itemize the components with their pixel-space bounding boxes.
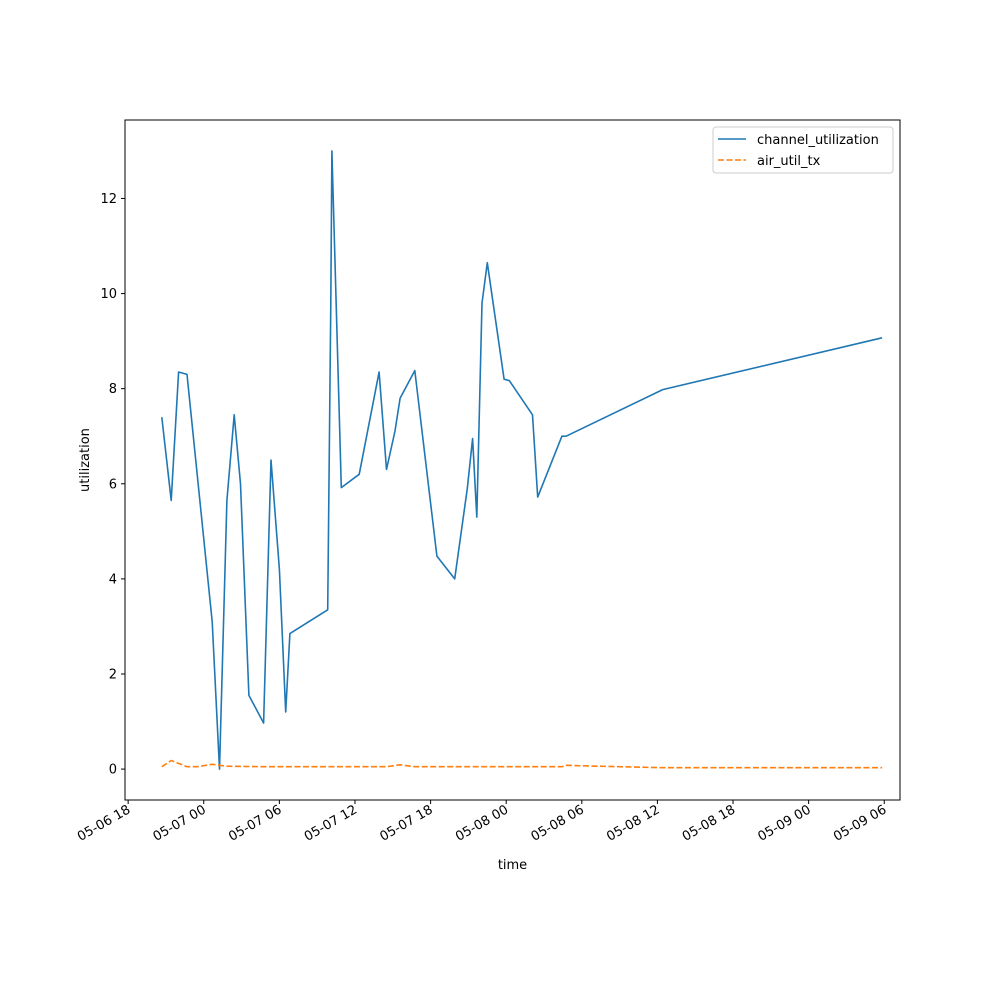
- series-layer: [161, 150, 883, 770]
- series-line-air-util-tx: [161, 759, 883, 769]
- y-tick-label: 10: [100, 287, 117, 302]
- y-tick-label: 8: [109, 382, 117, 397]
- x-axis-label: time: [498, 858, 527, 873]
- legend-label: channel_utilization: [757, 133, 879, 148]
- y-tick-label: 2: [109, 667, 117, 682]
- y-tick-label: 4: [109, 572, 117, 587]
- legend-box: [712, 126, 894, 174]
- y-axis-label: utilization: [78, 428, 93, 492]
- legend-label: air_util_tx: [757, 154, 821, 169]
- y-tick-label: 12: [100, 192, 117, 207]
- series-line-channel-utilization: [161, 150, 883, 770]
- y-tick-label: 6: [109, 477, 117, 492]
- y-tick-label: 0: [109, 763, 117, 778]
- legend: channel_utilization air_util_tx: [712, 126, 894, 174]
- plot-area-frame: [124, 119, 901, 801]
